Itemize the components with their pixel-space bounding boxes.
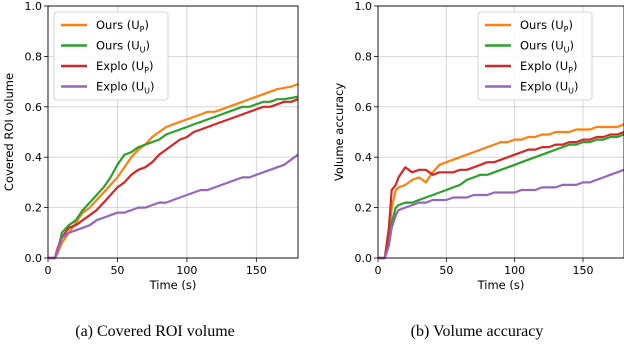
p2-x-axis-label: Time (s) xyxy=(477,278,525,292)
p1-y-axis-label: Covered ROI volume xyxy=(2,73,16,191)
p2-ytick-label-3: 0.6 xyxy=(355,101,373,114)
p2-ytick-label-1: 0.2 xyxy=(355,202,373,215)
p1-series-line-explo_p xyxy=(48,98,299,260)
p1-ytick-label-2: 0.4 xyxy=(25,151,43,164)
p2-caption: (b) Volume accuracy xyxy=(411,323,544,340)
p2-series-line-explo_u xyxy=(378,168,624,260)
p1-ytick-label-0: 0.0 xyxy=(25,252,43,265)
p2-xtick-label-3: 150 xyxy=(573,264,594,277)
p1-legend-label-ours_p: Ours (UP) xyxy=(96,18,149,34)
p2-series-line-ours_p xyxy=(378,123,624,260)
p2-ytick-label-4: 0.8 xyxy=(355,50,373,63)
p1-legend-label-explo_u: Explo (UU) xyxy=(96,80,155,96)
p1-axes-frame xyxy=(47,5,299,259)
p2-y-axis-label: Volume accuracy xyxy=(332,83,346,182)
p2-series-line-ours_u xyxy=(378,133,624,260)
p2-legend-label-explo_u: Explo (UU) xyxy=(520,80,579,96)
p1-legend-label-ours_u: Ours (UU) xyxy=(96,39,150,55)
p1-ytick-label-5: 1.0 xyxy=(25,0,43,13)
p2-legend-label-ours_p: Ours (UP) xyxy=(520,18,573,34)
p2-xtick-label-1: 50 xyxy=(439,264,453,277)
p2-legend-label-explo_p: Explo (UP) xyxy=(520,59,578,75)
p1-caption: (a) Covered ROI volume xyxy=(75,323,235,340)
p1-series-line-ours_p xyxy=(48,83,299,260)
p1-xtick-label-3: 150 xyxy=(246,264,267,277)
p2-legend-label-ours_u: Ours (UU) xyxy=(520,39,574,55)
p1-xtick-label-1: 50 xyxy=(110,264,124,277)
p1-xtick-label-0: 0 xyxy=(45,264,52,277)
p1-series-line-ours_u xyxy=(48,95,299,260)
p1-ytick-label-4: 0.8 xyxy=(25,50,43,63)
p2-ytick-label-0: 0.0 xyxy=(355,252,373,265)
p2-xtick-label-0: 0 xyxy=(375,264,382,277)
p2-ytick-label-2: 0.4 xyxy=(355,151,373,164)
p1-ytick-label-3: 0.6 xyxy=(25,101,43,114)
p2-series-line-explo_p xyxy=(378,130,624,260)
p2-legend-box xyxy=(477,11,593,101)
p2-axes-frame xyxy=(377,5,624,259)
p1-series-line-explo_u xyxy=(48,153,299,260)
p1-xtick-label-2: 100 xyxy=(176,264,197,277)
p1-legend-box xyxy=(53,11,169,101)
p2-ytick-label-5: 1.0 xyxy=(355,0,373,13)
p1-ytick-label-1: 0.2 xyxy=(25,202,43,215)
p1-legend-label-explo_p: Explo (UP) xyxy=(96,59,154,75)
p2-xtick-label-2: 100 xyxy=(504,264,525,277)
p1-x-axis-label: Time (s) xyxy=(149,278,197,292)
